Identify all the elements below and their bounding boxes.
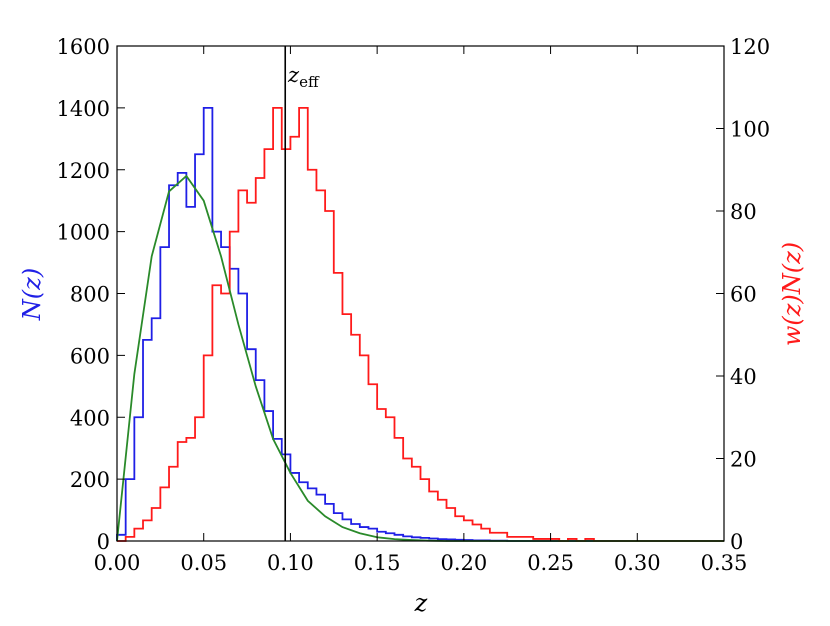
x-tick-label: 0.00 (94, 551, 141, 575)
y-left-tick-label: 1600 (57, 35, 110, 59)
series-layer (116, 46, 724, 542)
plot-area (117, 46, 724, 541)
x-axis-title: z (414, 589, 428, 617)
x-tick-label: 0.20 (440, 551, 487, 575)
y-right-tick-label: 60 (730, 283, 757, 307)
y-left-tick-label: 1200 (57, 159, 110, 183)
y-left-tick-label: 1400 (57, 97, 110, 121)
annotation-zeff-sub: eff (299, 73, 320, 91)
wnz-histogram-series (117, 106, 724, 542)
x-tick-label: 0.10 (267, 551, 314, 575)
y-right-tick-label: 100 (730, 118, 770, 142)
y-axis-title-right: w(z)N(z) (778, 242, 806, 346)
y-right-tick-label: 120 (730, 35, 770, 59)
x-tick-label: 0.30 (614, 551, 661, 575)
nz-fit-curve-series (116, 174, 724, 542)
axes-layer: 0.00 0.05 0.10 0.15 0.20 0.25 0.30 0.3502004006… (57, 35, 771, 575)
annotation-zeff-base: z (287, 63, 300, 87)
y-left-tick-label: 200 (70, 468, 110, 492)
nz-histogram-series (116, 106, 724, 542)
x-tick-label: 0.15 (354, 551, 401, 575)
y-left-tick-label: 1000 (57, 221, 110, 245)
annotation-zeff: zeff (287, 63, 320, 91)
y-right-tick-label: 20 (730, 448, 757, 472)
y-left-tick-label: 400 (70, 406, 110, 430)
y-left-tick-label: 0 (97, 530, 110, 554)
y-axis-title-left: N(z) (18, 268, 46, 321)
x-tick-label: 0.25 (527, 551, 574, 575)
plot-background (117, 46, 724, 541)
y-left-tick-label: 800 (70, 283, 110, 307)
y-left-tick-label: 600 (70, 344, 110, 368)
x-tick-label: 0.05 (180, 551, 227, 575)
y-right-tick-label: 40 (730, 365, 757, 389)
y-right-tick-label: 80 (730, 200, 757, 224)
y-right-tick-label: 0 (730, 530, 743, 554)
x-tick-label: 0.35 (701, 551, 748, 575)
